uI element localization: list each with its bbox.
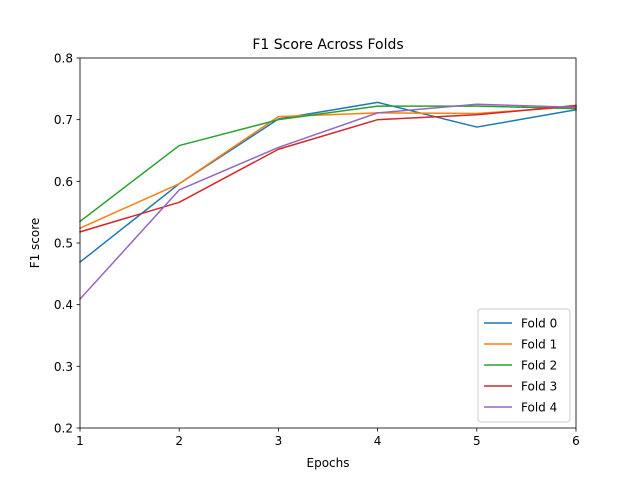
y-tick-label: 0.7 (54, 113, 73, 127)
legend-box (477, 308, 571, 423)
series-layer (78, 101, 577, 301)
legend-label: Fold 4 (521, 401, 557, 415)
series-line-fold-4 (78, 103, 577, 301)
x-tick-label: 6 (572, 434, 580, 448)
x-tick-label: 2 (175, 434, 183, 448)
series-line-fold-2 (78, 105, 577, 223)
y-tick-label: 0.5 (54, 237, 73, 251)
y-tick-label: 0.6 (54, 175, 73, 189)
y-axis-label: F1 score (28, 218, 42, 269)
series-line-fold-1 (79, 105, 577, 230)
x-tick-label: 5 (473, 434, 481, 448)
y-tick-label: 0.3 (54, 360, 73, 374)
series-line-fold-0 (78, 101, 577, 264)
legend: Fold 0 Fold 1 Fold 2 Fold 3 Fold 4 (477, 308, 571, 423)
x-axis-label: Epochs (307, 456, 350, 470)
y-axis-ticks: 0.2 0.3 0.4 0.5 0.6 0.7 0.8 (54, 52, 80, 436)
legend-label: Fold 0 (521, 317, 557, 331)
y-tick-label: 0.4 (54, 298, 73, 312)
x-tick-label: 1 (76, 434, 84, 448)
chart-title: F1 Score Across Folds (252, 37, 403, 53)
x-tick-label: 3 (275, 434, 283, 448)
legend-label: Fold 1 (521, 338, 557, 352)
x-axis-ticks: 1 2 3 4 5 6 (76, 428, 580, 448)
y-tick-label: 0.8 (54, 52, 73, 66)
legend-label: Fold 2 (521, 359, 557, 373)
x-tick-label: 4 (374, 434, 382, 448)
y-tick-label: 0.2 (54, 422, 73, 436)
legend-label: Fold 3 (521, 380, 557, 394)
